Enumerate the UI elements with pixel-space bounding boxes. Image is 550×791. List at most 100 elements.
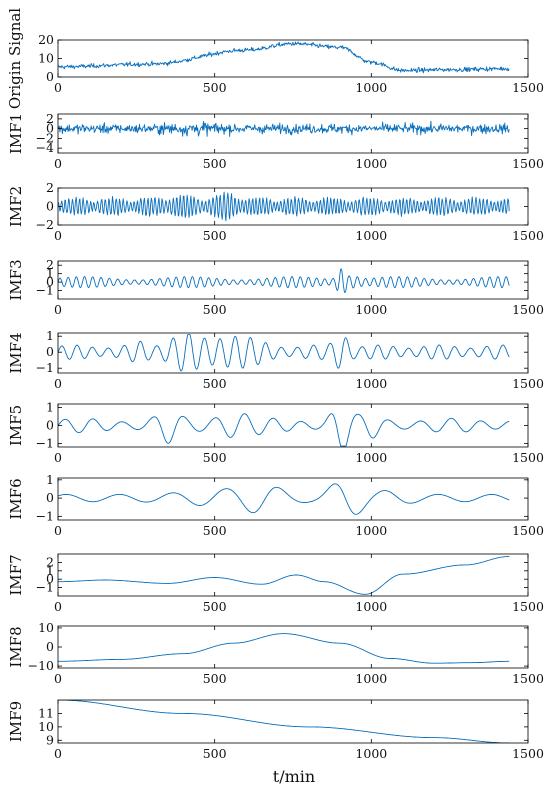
x-tick-label: 0 (54, 671, 62, 686)
x-tick-label: 1500 (512, 746, 544, 761)
x-tick-label: 500 (203, 302, 227, 317)
y-tick-label: −4 (36, 140, 54, 155)
plot-frame (57, 113, 529, 154)
y-tick-label: 0 (46, 274, 54, 289)
series-line (58, 700, 510, 743)
y-tick-label: 2 (46, 180, 54, 195)
x-tick-label: 0 (54, 746, 62, 761)
plot-frame (57, 332, 529, 374)
x-tick-label: 500 (203, 80, 227, 95)
y-axis-label: IMF6 (7, 478, 25, 519)
y-tick-label: 2 (46, 554, 54, 569)
x-tick-label: 1500 (512, 302, 544, 317)
x-tick-label: 1000 (355, 599, 387, 614)
x-tick-label: 0 (54, 450, 62, 465)
y-tick-label: −1 (36, 508, 54, 523)
series-line (58, 120, 510, 137)
x-tick-label: 0 (54, 376, 62, 391)
plot-frame (57, 403, 529, 448)
y-tick-label: −1 (36, 580, 54, 595)
x-tick-label: 500 (203, 746, 227, 761)
x-tick-label: 500 (203, 523, 227, 538)
y-tick-label: 2 (46, 257, 54, 272)
x-tick-label: 500 (203, 450, 227, 465)
y-tick-label: 0 (46, 639, 54, 654)
plot-frame (57, 699, 529, 744)
x-tick-label: 1500 (512, 228, 544, 243)
y-axis-label: IMF1 (7, 113, 25, 154)
x-tick-label: 500 (203, 228, 227, 243)
x-tick-label: 0 (54, 228, 62, 243)
y-tick-label: −1 (36, 435, 54, 450)
y-tick-label: 2 (46, 111, 54, 126)
x-tick-label: 1500 (512, 450, 544, 465)
y-tick-label: 11 (38, 705, 54, 720)
x-tick-label: 1500 (512, 80, 544, 95)
x-tick-label: 1000 (355, 523, 387, 538)
y-tick-label: −1 (36, 360, 54, 375)
plot-frame (57, 187, 529, 226)
x-tick-label: 1000 (355, 376, 387, 391)
y-tick-label: −2 (36, 217, 54, 232)
plot-frame (57, 477, 529, 521)
x-tick-label: 1500 (512, 671, 544, 686)
y-tick-label: 0 (46, 418, 54, 433)
x-axis-label: t/min (273, 767, 315, 786)
series-line (58, 556, 510, 595)
y-tick-label: 20 (38, 32, 54, 47)
x-tick-label: 0 (54, 156, 62, 171)
series-line (58, 268, 510, 294)
plot-frame (57, 260, 529, 300)
x-tick-label: 0 (54, 302, 62, 317)
y-tick-label: −2 (36, 130, 54, 145)
x-tick-label: 1000 (355, 450, 387, 465)
x-tick-label: 1500 (512, 376, 544, 391)
x-tick-label: 1000 (355, 228, 387, 243)
x-tick-label: 1000 (355, 302, 387, 317)
plot-frame (57, 625, 529, 669)
y-axis-label: IMF5 (7, 405, 25, 446)
y-tick-label: 1 (46, 328, 54, 343)
x-tick-label: 0 (54, 80, 62, 95)
series-line (58, 483, 510, 515)
x-tick-label: 500 (203, 376, 227, 391)
x-tick-label: 500 (203, 156, 227, 171)
x-tick-label: 1000 (355, 80, 387, 95)
series-line (58, 413, 510, 447)
y-tick-label: 10 (38, 620, 54, 635)
y-tick-label: 0 (46, 199, 54, 214)
y-axis-label: IMF2 (7, 186, 25, 227)
y-tick-label: −1 (36, 283, 54, 298)
y-tick-label: 10 (38, 51, 54, 66)
series-line (58, 633, 510, 664)
y-tick-label: 10 (38, 719, 54, 734)
y-tick-label: 0 (46, 344, 54, 359)
x-tick-label: 0 (54, 599, 62, 614)
y-axis-label: Origin Signal (6, 8, 24, 109)
y-axis-label: IMF7 (7, 554, 25, 595)
y-tick-label: 1 (46, 472, 54, 487)
x-tick-label: 1000 (355, 671, 387, 686)
x-tick-label: 1000 (355, 746, 387, 761)
y-axis-label: IMF9 (7, 701, 25, 742)
series-line (58, 41, 510, 74)
y-tick-label: −10 (28, 658, 54, 673)
x-tick-label: 500 (203, 671, 227, 686)
series-line (58, 191, 510, 222)
y-tick-label: 9 (46, 732, 54, 747)
x-tick-label: 1500 (512, 523, 544, 538)
y-tick-label: 1 (46, 400, 54, 415)
y-tick-label: 0 (46, 490, 54, 505)
y-tick-label: 1 (46, 266, 54, 281)
series-line (58, 334, 510, 372)
